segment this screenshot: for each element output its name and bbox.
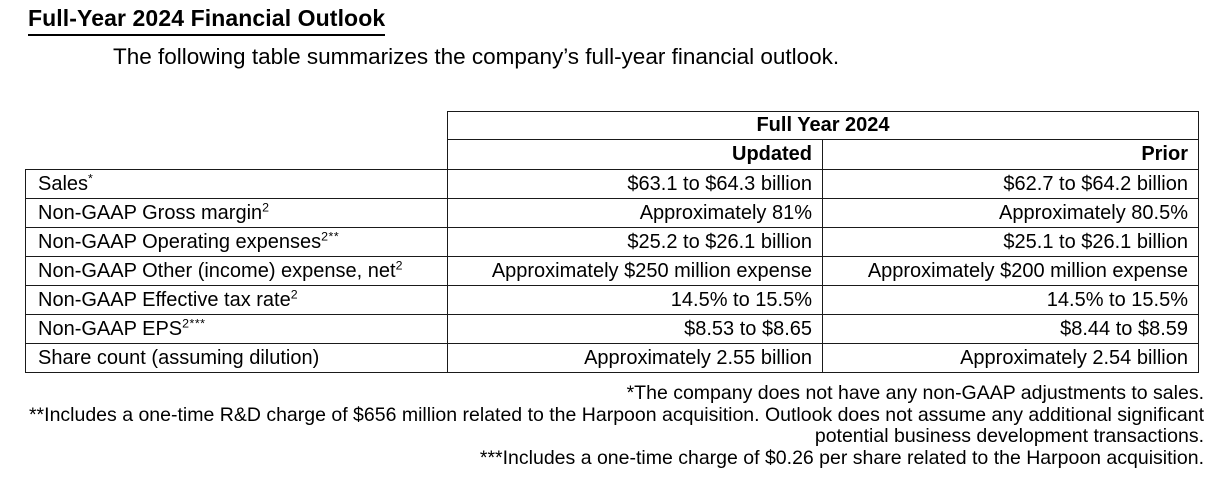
- page-title: Full-Year 2024 Financial Outlook: [28, 5, 386, 36]
- outlook-table: Full Year 2024 Updated Prior Sales* $63.…: [25, 111, 1199, 373]
- footnote-marker: *: [88, 170, 94, 185]
- footnote-sales: *The company does not have any non-GAAP …: [626, 382, 1204, 404]
- footnote-marker: 2: [262, 199, 270, 214]
- cell-updated: $8.53 to $8.65: [447, 314, 823, 344]
- intro-paragraph: The following table summarizes the compa…: [113, 44, 840, 69]
- table-header-row-columns: Updated Prior: [26, 139, 1199, 170]
- footnote-marker: 2***: [182, 315, 206, 330]
- cell-updated: Approximately 81%: [447, 198, 823, 228]
- cell-updated: Approximately $250 million expense: [447, 256, 823, 286]
- row-label-text: Share count (assuming dilution): [38, 346, 320, 369]
- row-label: Non-GAAP Operating expenses2**: [25, 227, 448, 257]
- cell-prior: $25.1 to $26.1 billion: [822, 227, 1199, 257]
- cell-prior: $62.7 to $64.2 billion: [822, 169, 1199, 199]
- header-spacer-cell: [26, 140, 448, 170]
- cell-prior: Approximately $200 million expense: [822, 256, 1199, 286]
- cell-prior: Approximately 80.5%: [822, 198, 1199, 228]
- row-label-text: Non-GAAP Effective tax rate: [38, 288, 291, 311]
- cell-updated: Approximately 2.55 billion: [447, 343, 823, 373]
- table-row-gross-margin: Non-GAAP Gross margin2 Approximately 81%…: [25, 198, 1199, 228]
- cell-prior: 14.5% to 15.5%: [822, 285, 1199, 315]
- footnote-marker: 2: [290, 286, 299, 301]
- column-header-prior: Prior: [822, 139, 1199, 170]
- row-label: Non-GAAP EPS2***: [25, 314, 448, 344]
- row-label: Non-GAAP Gross margin2: [25, 198, 448, 228]
- cell-updated: $25.2 to $26.1 billion: [447, 227, 823, 257]
- cell-prior: Approximately 2.54 billion: [822, 343, 1199, 373]
- footnote-eps-charge: ***Includes a one-time charge of $0.26 p…: [479, 446, 1204, 469]
- footnote-marker: 2: [395, 257, 403, 272]
- row-label: Non-GAAP Effective tax rate2: [25, 285, 448, 315]
- row-label-text: Non-GAAP Gross margin: [38, 201, 263, 224]
- table-title: Full Year 2024: [447, 111, 1199, 140]
- row-label: Share count (assuming dilution): [25, 343, 448, 373]
- footnote-marker: 2**: [321, 228, 340, 243]
- footnotes-block: *The company does not have any non-GAAP …: [19, 382, 1204, 469]
- cell-updated: 14.5% to 15.5%: [447, 285, 823, 315]
- table-row-share-count: Share count (assuming dilution) Approxim…: [25, 343, 1199, 373]
- table-row-eps: Non-GAAP EPS2*** $8.53 to $8.65 $8.44 to…: [25, 314, 1199, 344]
- table-row-effective-tax-rate: Non-GAAP Effective tax rate2 14.5% to 15…: [25, 285, 1199, 315]
- row-label-text: Non-GAAP Operating expenses: [38, 230, 322, 253]
- row-label: Non-GAAP Other (income) expense, net2: [25, 256, 448, 286]
- footnote-rd-charge: **Includes a one-time R&D charge of $656…: [28, 403, 1204, 447]
- table-row-operating-expenses: Non-GAAP Operating expenses2** $25.2 to …: [25, 227, 1199, 257]
- row-label-text: Non-GAAP EPS: [38, 317, 183, 340]
- column-header-updated: Updated: [447, 139, 823, 170]
- row-label-text: Sales: [38, 172, 89, 195]
- table-row-sales: Sales* $63.1 to $64.3 billion $62.7 to $…: [25, 169, 1199, 199]
- table-row-other-income-expense: Non-GAAP Other (income) expense, net2 Ap…: [25, 256, 1199, 286]
- cell-updated: $63.1 to $64.3 billion: [447, 169, 823, 199]
- row-label-text: Non-GAAP Other (income) expense, net: [38, 259, 396, 282]
- table-header-row-year: Full Year 2024: [26, 111, 1199, 140]
- header-spacer-cell: [26, 112, 448, 140]
- row-label: Sales*: [25, 169, 448, 199]
- cell-prior: $8.44 to $8.59: [822, 314, 1199, 344]
